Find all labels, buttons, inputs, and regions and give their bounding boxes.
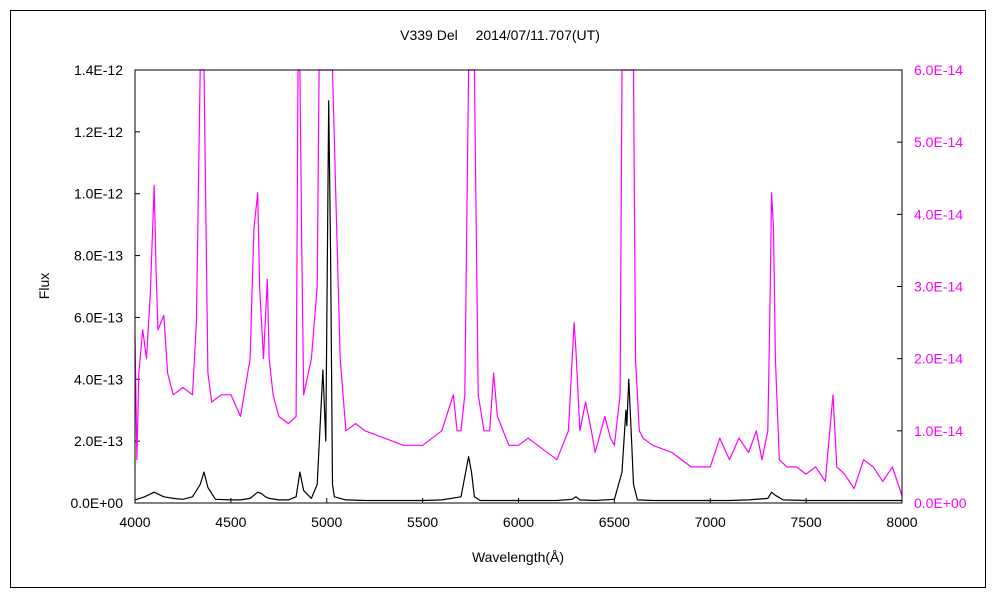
x-axis-label: Wavelength(Å) xyxy=(472,549,564,565)
x-tick-label: 7000 xyxy=(695,514,726,530)
y-right-tick-label: 4.0E-14 xyxy=(914,206,963,222)
x-tick-label: 4000 xyxy=(119,514,150,530)
series-line-left-axis xyxy=(134,100,902,502)
x-tick-label: 5000 xyxy=(311,514,342,530)
x-tick-label: 5500 xyxy=(407,514,438,530)
x-tick-label: 7500 xyxy=(791,514,822,530)
chart-title: V339 Del 2014/07/11.707(UT) xyxy=(400,27,600,43)
y-left-tick-label: 1.0E-12 xyxy=(74,186,123,202)
y-axis-label: Flux xyxy=(36,273,52,299)
y-left-tick-label: 1.4E-12 xyxy=(74,62,123,78)
x-tick-label: 6000 xyxy=(503,514,534,530)
chart-frame xyxy=(10,10,986,588)
y-left-tick-label: 4.0E-13 xyxy=(74,371,123,387)
y-left-tick-label: 0.0E+00 xyxy=(70,495,123,511)
series-line-right-axis xyxy=(134,69,903,496)
y-left-tick-label: 2.0E-13 xyxy=(74,433,123,449)
y-right-tick-label: 6.0E-14 xyxy=(914,62,963,78)
axis-ticks: 4000 4500 5000 5500 6000 6500 7000 7500 8000 0.0E… xyxy=(70,62,966,530)
y-left-tick-label: 1.2E-12 xyxy=(74,124,123,140)
y-right-tick-label: 5.0E-14 xyxy=(914,134,963,150)
y-right-tick-label: 1.0E-14 xyxy=(914,423,963,439)
y-right-tick-label: 0.0E+00 xyxy=(914,495,967,511)
x-tick-label: 6500 xyxy=(599,514,630,530)
x-tick-label: 4500 xyxy=(215,514,246,530)
y-left-tick-label: 8.0E-13 xyxy=(74,248,123,264)
y-left-tick-label: 6.0E-13 xyxy=(74,309,123,325)
series-group xyxy=(134,69,903,502)
y-right-tick-label: 3.0E-14 xyxy=(914,279,963,295)
plot-area xyxy=(134,69,903,504)
x-tick-label: 8000 xyxy=(886,514,917,530)
y-right-tick-label: 2.0E-14 xyxy=(914,351,963,367)
